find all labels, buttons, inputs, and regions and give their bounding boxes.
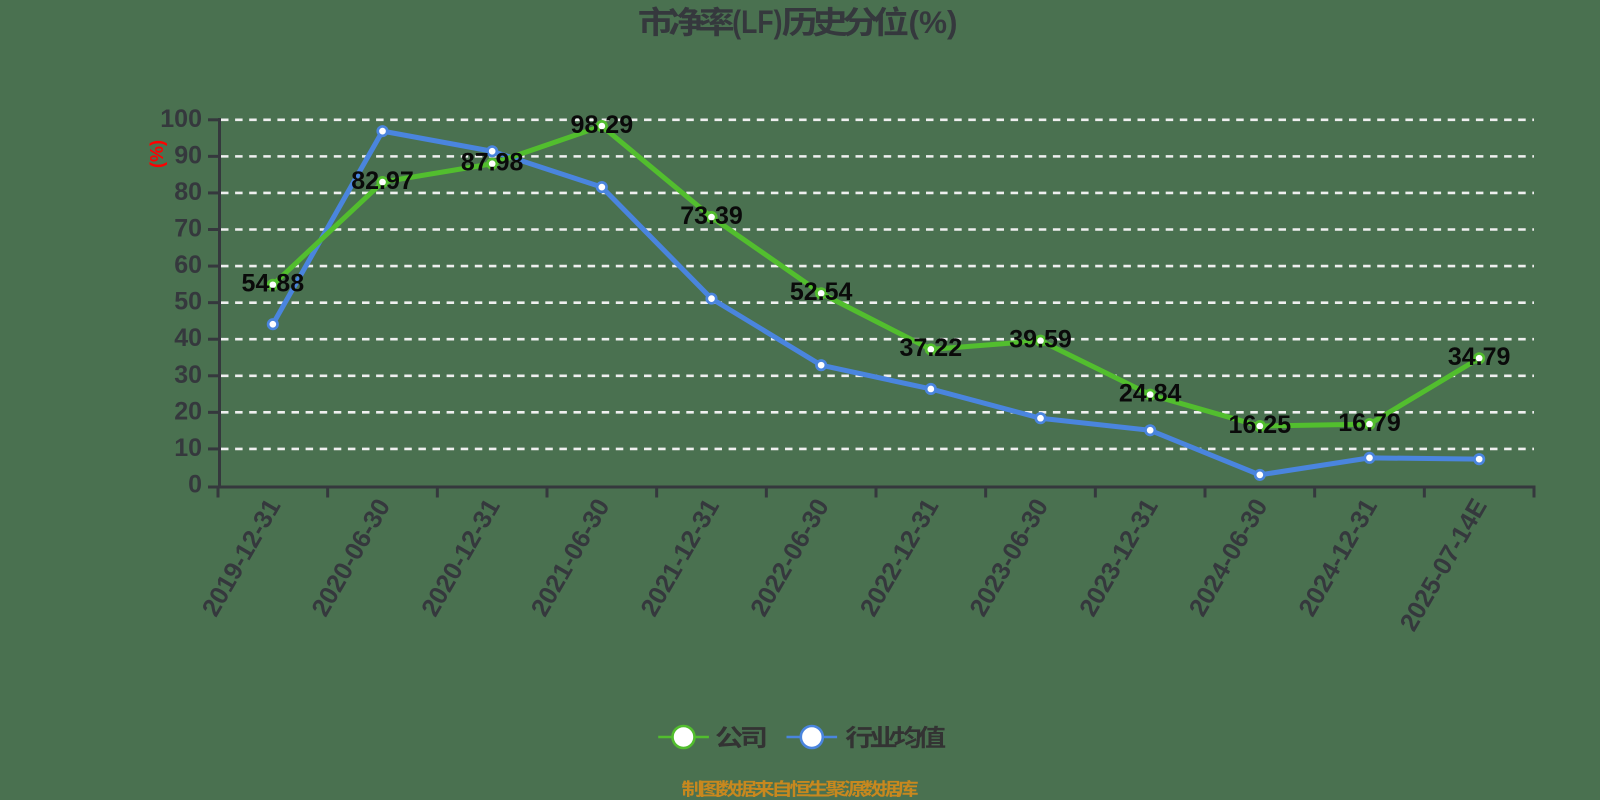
svg-text:37.22: 37.22 [900, 334, 963, 362]
svg-text:16.79: 16.79 [1338, 409, 1401, 437]
svg-text:2023-06-30: 2023-06-30 [965, 494, 1054, 621]
svg-text:0: 0 [188, 471, 202, 499]
svg-text:2024-06-30: 2024-06-30 [1184, 494, 1273, 621]
svg-text:73.39: 73.39 [680, 202, 743, 230]
svg-text:39.59: 39.59 [1009, 325, 1072, 353]
svg-text:2019-12-31: 2019-12-31 [197, 494, 286, 621]
svg-text:50: 50 [174, 288, 202, 316]
svg-text:52.54: 52.54 [790, 278, 853, 306]
svg-text:2021-12-31: 2021-12-31 [636, 494, 725, 621]
svg-text:16.25: 16.25 [1229, 411, 1292, 439]
svg-text:2021-06-30: 2021-06-30 [526, 494, 615, 621]
svg-text:82.97: 82.97 [351, 167, 414, 195]
svg-text:2022-12-31: 2022-12-31 [855, 494, 944, 621]
svg-text:100: 100 [160, 105, 202, 133]
svg-text:80: 80 [174, 178, 202, 206]
svg-text:54.88: 54.88 [242, 270, 305, 298]
svg-text:87.98: 87.98 [461, 148, 524, 176]
svg-text:34.79: 34.79 [1448, 343, 1511, 371]
svg-text:24.84: 24.84 [1119, 379, 1182, 407]
svg-text:70: 70 [174, 215, 202, 243]
svg-text:2022-06-30: 2022-06-30 [745, 494, 834, 621]
svg-text:(LF): (LF) [732, 5, 782, 41]
svg-text:(%): (%) [909, 4, 958, 40]
svg-text:20: 20 [174, 397, 202, 425]
svg-text:(%): (%) [147, 140, 167, 168]
svg-text:2020-06-30: 2020-06-30 [307, 494, 396, 621]
svg-text:30: 30 [174, 361, 202, 389]
svg-text:2023-12-31: 2023-12-31 [1074, 494, 1163, 621]
svg-text:98.29: 98.29 [571, 111, 634, 139]
svg-text:2020-12-31: 2020-12-31 [416, 494, 505, 621]
svg-text:2025-07-14E: 2025-07-14E [1395, 494, 1493, 636]
svg-text:2024-12-31: 2024-12-31 [1294, 494, 1383, 621]
svg-text:90: 90 [174, 141, 202, 169]
svg-text:40: 40 [174, 324, 202, 352]
svg-text:10: 10 [174, 434, 202, 462]
svg-text:60: 60 [174, 251, 202, 279]
